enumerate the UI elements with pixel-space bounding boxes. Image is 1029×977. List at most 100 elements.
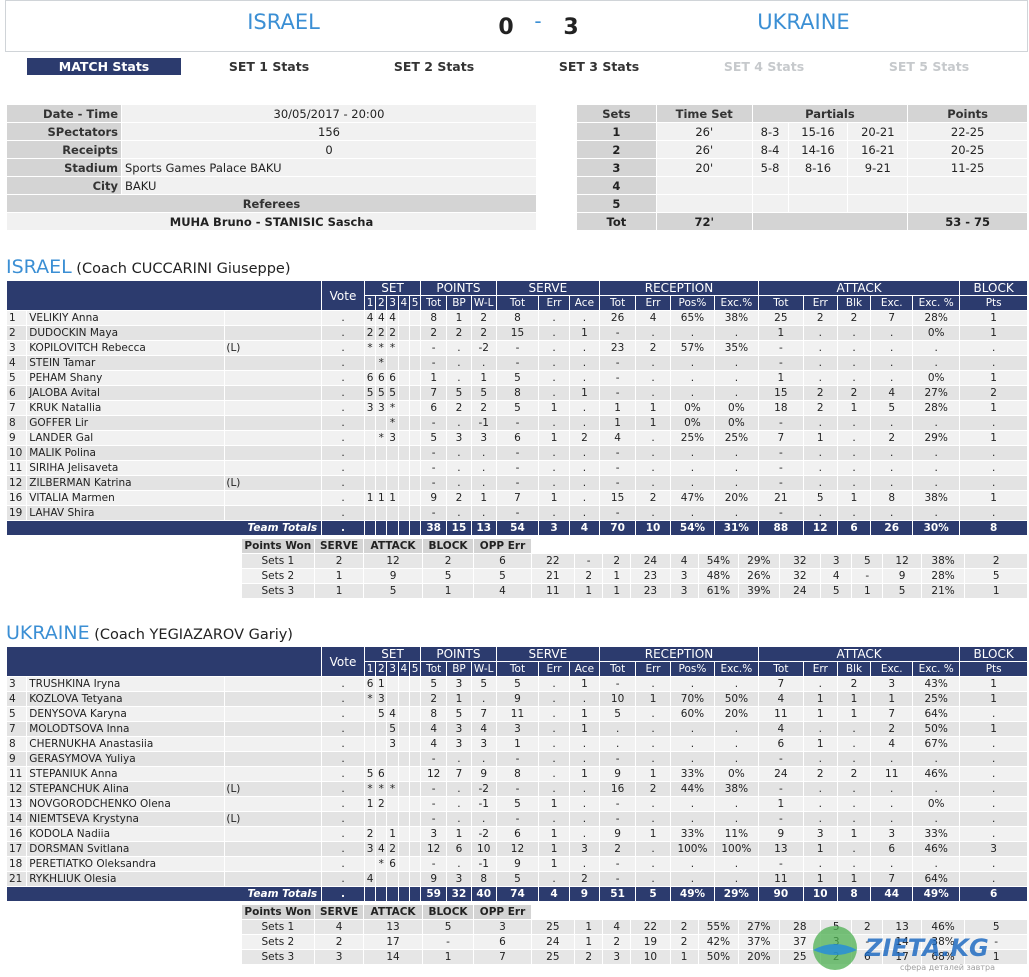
player-row[interactable]: 7 MOLODTSOVA Inna. 5 4 3 4 3. 1.... 4.. 2 50% 1: [5, 721, 1028, 737]
player-name[interactable]: VITALIA Marmen: [26, 490, 226, 506]
stat-cell: [408, 415, 422, 431]
player-row[interactable]: 5 PEHAM Shany. 6 6 6 1. 1 5.. -... 1... 0% 1: [5, 370, 1028, 386]
sets-total-points: 53 - 75: [907, 212, 1028, 231]
player-name[interactable]: CHERNUKHA Anastasiia: [26, 736, 226, 752]
player-name[interactable]: JALOBA Avital: [26, 385, 226, 401]
stat-cell: 2: [386, 841, 399, 857]
stat-cell: .: [670, 325, 715, 341]
player-row[interactable]: 17 DORSMAN Svitlana. 3 4 2 12 6 10 12 1 3 2. 100% 100…: [5, 841, 1028, 857]
player-name[interactable]: PEHAM Shany: [26, 370, 226, 386]
player-name[interactable]: KOPILOVITCH Rebecca: [26, 340, 226, 356]
player-name[interactable]: MOLODTSOVA Inna: [26, 721, 226, 737]
player-name[interactable]: DUDOCKIN Maya: [26, 325, 226, 341]
sets-cell: [751, 176, 789, 195]
team-home-name: ISRAEL: [247, 10, 320, 34]
stat-cell: 2: [836, 385, 872, 401]
sub-header: Pts: [959, 661, 1028, 677]
player-row[interactable]: 10 MALIK Polina. -.. -.. -... -.....: [5, 445, 1028, 461]
player-name[interactable]: SIRIHA Jelisaveta: [26, 460, 226, 476]
stat-cell: .: [912, 355, 961, 371]
player-name[interactable]: VELIKIY Anna: [26, 310, 226, 326]
player-name[interactable]: LAHAV Shira: [26, 505, 226, 521]
player-row[interactable]: 12 ZILBERMAN Katrina (L). -.. -.. -... -.....: [5, 475, 1028, 491]
tab-set-3-stats[interactable]: SET 3 Stats: [558, 59, 640, 74]
player-name[interactable]: DENYSOVA Karyna: [26, 706, 226, 722]
stat-cell: [386, 811, 399, 827]
stat-cell: 29%: [912, 430, 961, 446]
stat-cell: 6: [495, 826, 540, 842]
stat-cell: [375, 871, 388, 887]
player-number: 16: [5, 826, 28, 842]
stat-cell: .: [568, 796, 601, 812]
stat-cell: .: [713, 811, 759, 827]
tab-match-stats[interactable]: MATCH Stats: [27, 58, 181, 75]
player-row[interactable]: 5 DENYSOVA Karyna. 5 4 8 5 7 11. 1 5. 60% 20% 11 1 1 7 6…: [5, 706, 1028, 722]
player-row[interactable]: 1 VELIKIY Anna. 4 4 4 8 1 2 8.. 26 4 65% 38% 25 2 2 7 28%…: [5, 310, 1028, 326]
player-row[interactable]: 16 VITALIA Marmen. 1 1 1 9 2 1 7 1. 15 2 47% 20% 21 5 1 8…: [5, 490, 1028, 506]
stat-cell: .: [538, 811, 570, 827]
tab-set-1-stats[interactable]: SET 1 Stats: [228, 59, 310, 74]
player-row[interactable]: 7 KRUK Natallia. 3 3 * 6 2 2 5 1. 1 1 0% 0% 18 2 1 5 28% 1: [5, 400, 1028, 416]
player-row[interactable]: 2 DUDOCKIN Maya. 2 2 2 2 2 2 15. 1-... 1... 0% 1: [5, 325, 1028, 341]
points-won-cell: 48%: [697, 568, 740, 584]
player-name[interactable]: STEPANIUK Anna: [26, 766, 226, 782]
player-name[interactable]: NOVGORODCHENKO Olena: [26, 796, 226, 812]
points-won-cell: 9: [363, 568, 423, 584]
stat-cell: .: [635, 385, 672, 401]
player-name[interactable]: KODOLA Nadiia: [26, 826, 226, 842]
player-name[interactable]: TRUSHKINA Iryna: [26, 676, 226, 692]
team-total-cell: 51: [599, 886, 637, 902]
player-name[interactable]: MALIK Polina: [26, 445, 226, 461]
player-row[interactable]: 16 KODOLA Nadiia. 2 1 3 1 -2 6 1. 9 1 33% 11% 9 3 1 3 33%…: [5, 826, 1028, 842]
stat-cell: .: [959, 856, 1028, 872]
player-name[interactable]: KOZLOVA Tetyana: [26, 691, 226, 707]
player-name[interactable]: STEPANCHUK Alina: [26, 781, 226, 797]
stat-cell: 4: [386, 706, 399, 722]
stat-cell: [408, 856, 422, 872]
player-row[interactable]: 6 JALOBA Avital. 5 5 5 7 5 5 8. 1-... 15 2 2 4 27% 2: [5, 385, 1028, 401]
player-row[interactable]: 9 GERASYMOVA Yuliya. -.. -.. -... -.....: [5, 751, 1028, 767]
player-number: 4: [5, 691, 28, 707]
player-name[interactable]: LANDER Gal: [26, 430, 226, 446]
player-row[interactable]: 3 KOPILOVITCH Rebecca (L). * * * -. -2-.. 23 2 57%…: [5, 340, 1028, 356]
player-row[interactable]: 4 STEIN Tamar. * -.. -.. -... -.....: [5, 355, 1028, 371]
stat-cell: 6: [386, 370, 399, 386]
player-name[interactable]: DORSMAN Svitlana: [26, 841, 226, 857]
player-row[interactable]: 14 NIEMTSEVA Krystyna (L). -.. -.. -... -.....: [5, 811, 1028, 827]
player-row[interactable]: 8 CHERNUKHA Anastasiia. 3 4 3 3 1...... 6 1. 4 67%…: [5, 736, 1028, 752]
stat-cell: 5: [470, 676, 497, 692]
player-row[interactable]: 8 GOFFER Lir. * -. -1-.. 1 1 0% 0% -.....: [5, 415, 1028, 431]
player-row[interactable]: 19 LAHAV Shira. -.. -.. -... -.....: [5, 505, 1028, 521]
score-home: 0: [498, 15, 514, 40]
stat-cell: 1: [635, 766, 672, 782]
player-row[interactable]: 21 RYKHLIUK Olesia. 4 9 3 8 5. 2-... 11 1 1 7 64%.: [5, 871, 1028, 887]
team-total-cell: [386, 520, 399, 536]
player-row[interactable]: 3 TRUSHKINA Iryna. 6 1 5 3 5 5. 1-... 7. 2 3 43% 1: [5, 676, 1028, 692]
player-row[interactable]: 11 SIRIHA Jelisaveta. -.. -.. -... -.....: [5, 460, 1028, 476]
stat-cell: 5: [599, 706, 637, 722]
sub-header: Exc.: [870, 295, 914, 311]
player-row[interactable]: 9 LANDER Gal. * 3 5 3 3 6 1 2 4. 25% 25% 7 1. 2 29% 1: [5, 430, 1028, 446]
player-row[interactable]: 18 PERETIATKO Oleksandra. * 6-. -1 9 1. -... -..…: [5, 856, 1028, 872]
player-name[interactable]: KRUK Natallia: [26, 400, 226, 416]
player-name[interactable]: RYKHLIUK Olesia: [26, 871, 226, 887]
stat-cell: [386, 691, 399, 707]
player-row[interactable]: 11 STEPANIUK Anna. 5 6 12 7 9 8. 1 9 1 33% 0% 24 2 2 11 4…: [5, 766, 1028, 782]
player-name[interactable]: PERETIATKO Oleksandra: [26, 856, 226, 872]
partials-header: Partials: [751, 104, 909, 123]
stat-cell: .: [959, 340, 1028, 356]
tab-set-2-stats[interactable]: SET 2 Stats: [393, 59, 475, 74]
player-name[interactable]: GERASYMOVA Yuliya: [26, 751, 226, 767]
player-row[interactable]: 4 KOZLOVA Tetyana. * 3 2 1. 9.. 10 1 70% 50% 4 1 1 1 25…: [5, 691, 1028, 707]
player-name[interactable]: GOFFER Lir: [26, 415, 226, 431]
stat-cell: 2: [870, 721, 914, 737]
stat-cell: *: [386, 781, 399, 797]
stat-cell: .: [446, 751, 472, 767]
player-name[interactable]: STEIN Tamar: [26, 355, 226, 371]
libero-mark: [224, 430, 323, 446]
player-row[interactable]: 12 STEPANCHUK Alina (L). * * * -. -2-.. 16 2 44% 38…: [5, 781, 1028, 797]
player-row[interactable]: 13 NOVGORODCHENKO Olena. 1 2-. -1 5 1. -... 1...…: [5, 796, 1028, 812]
stat-cell: .: [912, 340, 961, 356]
player-name[interactable]: ZILBERMAN Katrina: [26, 475, 226, 491]
player-name[interactable]: NIEMTSEVA Krystyna: [26, 811, 226, 827]
